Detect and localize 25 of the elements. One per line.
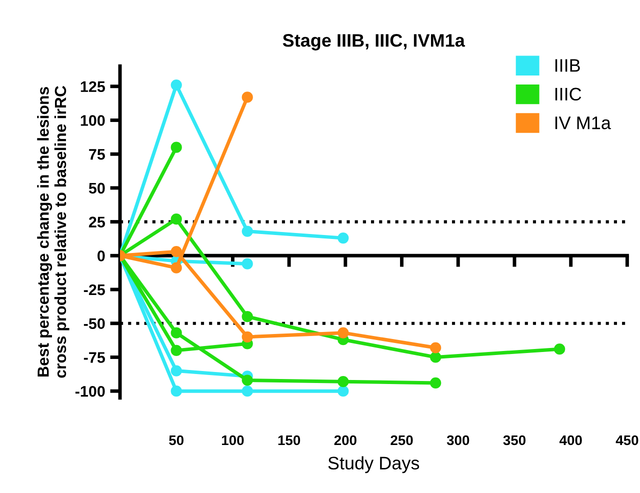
x-tick-label: 100 xyxy=(222,435,244,446)
x-tick-label: 250 xyxy=(390,435,413,446)
legend-label: IV M1a xyxy=(555,116,611,130)
y-tick-label: 75 xyxy=(89,149,105,160)
x-tick-label: 350 xyxy=(503,435,526,446)
y-tick-label: -100 xyxy=(75,386,105,397)
x-tick-label: 200 xyxy=(334,435,356,446)
y-axis-title: Best percentage change in the lesions cross product relative to baseline irRC xyxy=(37,86,70,378)
y-tick-label: -25 xyxy=(84,284,105,296)
x-tick-label: 300 xyxy=(446,435,470,446)
x-tick-label: 150 xyxy=(278,435,300,446)
y-tick-label: 25 xyxy=(88,216,105,228)
x-tick-label: 450 xyxy=(616,435,638,446)
y-tick-label: 100 xyxy=(80,115,105,126)
legend-label: IIIB xyxy=(555,59,580,72)
y-tick-label: 125 xyxy=(80,81,105,92)
chart-title: Stage IIIB, IIIC, IVM1a xyxy=(282,34,466,50)
y-tick-label: 50 xyxy=(88,182,105,194)
x-tick-label: 400 xyxy=(559,435,582,446)
x-tick-label: 50 xyxy=(169,435,184,446)
x-axis-title: Study Days xyxy=(328,456,420,474)
y-tick-label: -50 xyxy=(84,318,105,330)
y-tick-label: -75 xyxy=(84,352,105,363)
y-tick-label: 0 xyxy=(98,250,105,262)
legend-label: IIIC xyxy=(555,88,582,101)
